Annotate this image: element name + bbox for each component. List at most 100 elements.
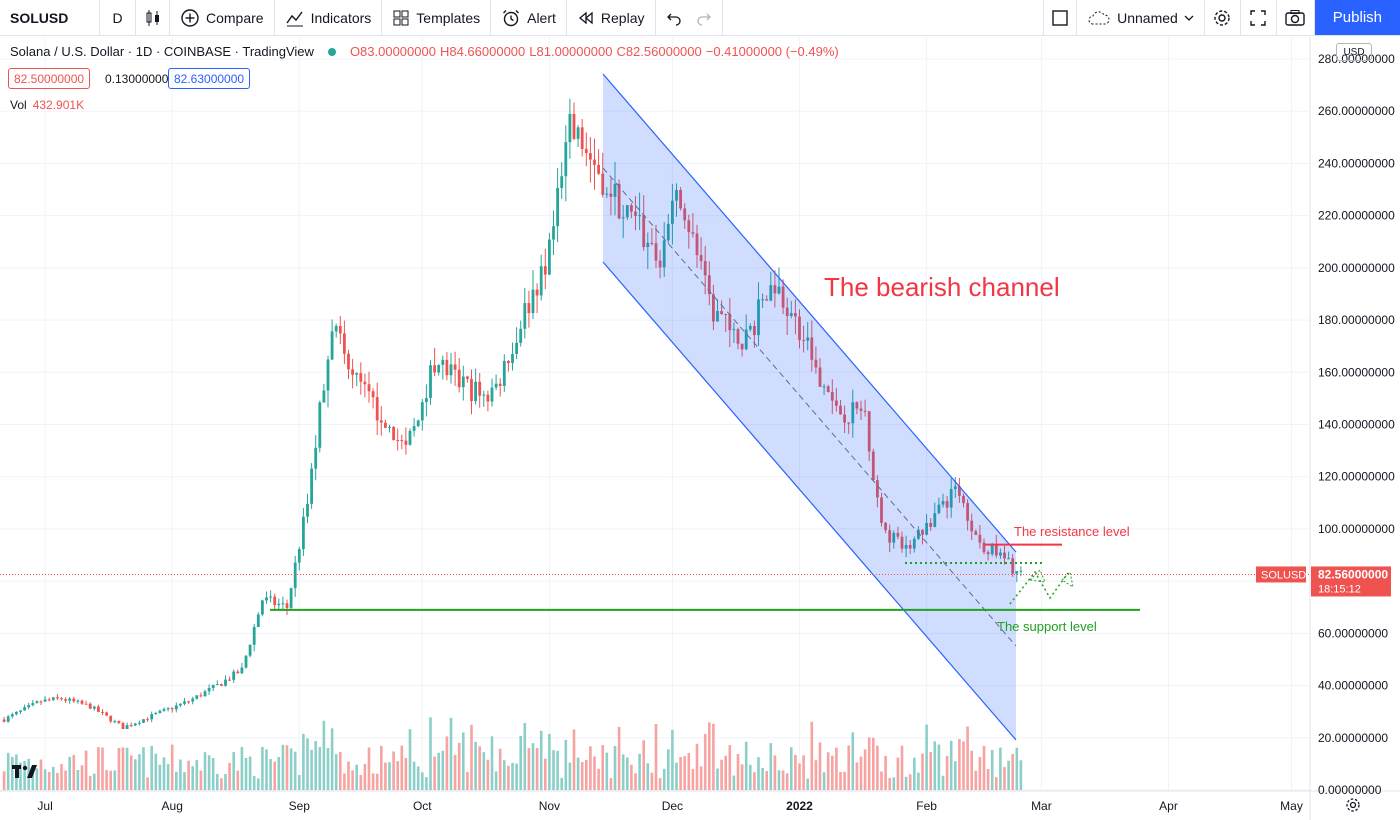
candle-body bbox=[2, 719, 6, 722]
volume-bar bbox=[945, 755, 949, 790]
fullscreen-layout-toggle[interactable] bbox=[1043, 0, 1078, 35]
candle-body bbox=[179, 703, 182, 706]
volume-bar bbox=[605, 752, 609, 790]
plus-circle-icon bbox=[180, 8, 200, 28]
candle-body bbox=[576, 127, 580, 139]
templates-button[interactable]: Templates bbox=[382, 0, 492, 35]
candle-body bbox=[277, 603, 281, 606]
candle-body bbox=[150, 714, 154, 720]
indicators-icon bbox=[285, 8, 305, 28]
candle-body bbox=[47, 699, 51, 701]
candle-body bbox=[822, 386, 826, 388]
redo-icon[interactable] bbox=[696, 10, 712, 26]
candle-body bbox=[535, 289, 539, 296]
volume-bar bbox=[617, 726, 621, 790]
candle-body bbox=[962, 495, 965, 504]
currency-selector[interactable]: USD bbox=[1336, 43, 1372, 61]
rewind-icon bbox=[577, 9, 595, 27]
x-tick-label: Feb bbox=[916, 799, 937, 813]
volume-bar bbox=[847, 745, 850, 790]
volume-bar bbox=[416, 766, 420, 790]
candle-body bbox=[802, 340, 805, 342]
volume-bar bbox=[216, 773, 219, 790]
candle-body bbox=[716, 311, 719, 322]
candle-body bbox=[441, 359, 445, 365]
candle-body bbox=[478, 381, 482, 396]
volume-bar bbox=[285, 745, 289, 790]
legend-open: O83.00000000 bbox=[349, 44, 436, 59]
volume-layer bbox=[2, 717, 1023, 790]
candle-body bbox=[72, 698, 76, 702]
volume-bar bbox=[814, 760, 818, 790]
y-tick-label: 140.00000000 bbox=[1318, 418, 1395, 432]
volume-bar bbox=[634, 773, 637, 790]
candle-body bbox=[798, 316, 801, 341]
candle-body bbox=[396, 439, 400, 441]
candle-body bbox=[548, 239, 551, 275]
volume-legend[interactable]: Vol 432.901K bbox=[10, 98, 84, 112]
volume-bar bbox=[125, 747, 129, 790]
sell-price-button[interactable]: 82.50000000 bbox=[8, 68, 91, 89]
volume-bar bbox=[457, 742, 461, 790]
candle-body bbox=[662, 240, 666, 268]
buy-price-button[interactable]: 82.63000000 bbox=[168, 68, 251, 89]
volume-bar bbox=[265, 749, 268, 790]
candle-body bbox=[712, 294, 715, 322]
volume-bar bbox=[281, 744, 285, 790]
publish-label: Publish bbox=[1332, 9, 1382, 26]
volume-bar bbox=[183, 772, 186, 790]
volume-bar bbox=[785, 773, 789, 790]
candle-body bbox=[847, 422, 851, 424]
volume-bar bbox=[826, 752, 830, 790]
volume-bar bbox=[322, 720, 326, 790]
candle-body bbox=[35, 701, 39, 704]
volume-bar bbox=[56, 772, 59, 790]
candle-body bbox=[220, 684, 223, 686]
symbol-search-button[interactable]: SOLUSD bbox=[0, 0, 100, 35]
volume-bar bbox=[896, 757, 900, 790]
interval-button[interactable]: D bbox=[100, 0, 136, 35]
volume-bar bbox=[539, 730, 543, 790]
publish-button[interactable]: Publish bbox=[1314, 0, 1400, 35]
indicators-button[interactable]: Indicators bbox=[275, 0, 383, 35]
candle-body bbox=[154, 713, 158, 715]
candle-body bbox=[121, 723, 125, 730]
candle-body bbox=[732, 329, 736, 331]
candle-body bbox=[363, 381, 367, 385]
candle-body bbox=[839, 405, 842, 415]
candle-body bbox=[876, 480, 879, 498]
candle-body bbox=[60, 698, 63, 700]
bar-countdown: 18:15:12 bbox=[1318, 583, 1361, 595]
settings-button[interactable] bbox=[1205, 0, 1241, 35]
replay-button[interactable]: Replay bbox=[567, 0, 656, 35]
candle-body bbox=[437, 364, 441, 373]
snapshot-button[interactable] bbox=[1277, 0, 1315, 35]
volume-bar bbox=[220, 778, 223, 790]
scale-settings-gear-icon[interactable] bbox=[1345, 797, 1361, 818]
candle-body bbox=[1019, 570, 1023, 572]
templates-icon bbox=[392, 9, 410, 27]
camera-icon bbox=[1284, 9, 1306, 27]
price-chart[interactable]: 0.00000000 20.00000000 40.00000000 60.00000… bbox=[0, 37, 1400, 820]
layout-name-button[interactable]: Unnamed bbox=[1077, 0, 1205, 35]
volume-bar bbox=[531, 743, 535, 790]
volume-bar bbox=[658, 778, 662, 790]
volume-bar bbox=[556, 750, 559, 790]
legend-low: L81.00000000 bbox=[529, 44, 613, 59]
y-tick-label: 60.00000000 bbox=[1318, 626, 1388, 640]
alert-button[interactable]: Alert bbox=[491, 0, 567, 35]
compare-button[interactable]: Compare bbox=[170, 0, 275, 35]
volume-bar bbox=[757, 757, 760, 790]
annotation-support: The support level bbox=[997, 619, 1097, 634]
volume-bar bbox=[64, 770, 67, 790]
candle-body bbox=[281, 603, 285, 605]
undo-icon[interactable] bbox=[666, 10, 682, 26]
candle-body bbox=[375, 397, 379, 421]
legend-title[interactable]: Solana / U.S. Dollar · 1D · COINBASE · T… bbox=[10, 44, 314, 59]
y-tick-label: 200.00000000 bbox=[1318, 261, 1395, 275]
candle-body bbox=[490, 387, 494, 402]
fullscreen-button[interactable] bbox=[1241, 0, 1277, 35]
volume-bar bbox=[129, 755, 133, 790]
chart-type-button[interactable] bbox=[136, 0, 170, 35]
volume-bar bbox=[523, 722, 527, 790]
